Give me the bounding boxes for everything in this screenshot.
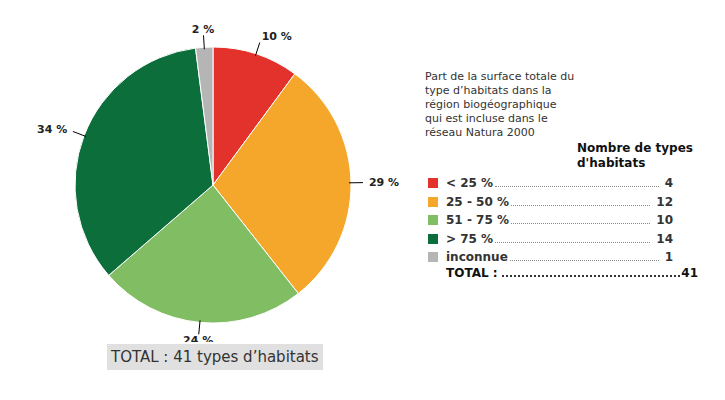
html-text:12: 12 [656, 194, 673, 209]
html-text:14: 14 [656, 231, 673, 246]
html-text:1: 1 [664, 250, 673, 264]
html-text:10: 10 [656, 213, 673, 227]
svg-text:24 %: 24 % [183, 334, 213, 342]
html-text:Nombre de types d'habitats: Nombre de types d'habitats [577, 141, 693, 170]
svg-text:34 %: 34 % [37, 123, 67, 136]
html-text:41: 41 [681, 266, 698, 280]
html-text:4: 4 [664, 176, 673, 190]
svg-text:2 %: 2 % [192, 23, 215, 36]
svg-text:29 %: 29 % [369, 176, 399, 189]
html-text:> 75 %: > 75 % [446, 231, 494, 246]
html-text:25 - 50 %: 25 - 50 % [446, 194, 509, 209]
svg-text:10 %: 10 % [262, 30, 292, 43]
html-text:Part de la surface totale du t: Part de la surface totale du type d’habi… [425, 70, 575, 139]
html-text:< 25 %: < 25 % [446, 176, 494, 190]
html-text:inconnue: inconnue [446, 250, 508, 264]
html-text:TOTAL : 41 types d’habitats: TOTAL : 41 types d’habitats [111, 348, 319, 366]
html-text:TOTAL :: TOTAL : [446, 266, 498, 280]
html-text:51 - 75 %: 51 - 75 % [446, 213, 509, 227]
